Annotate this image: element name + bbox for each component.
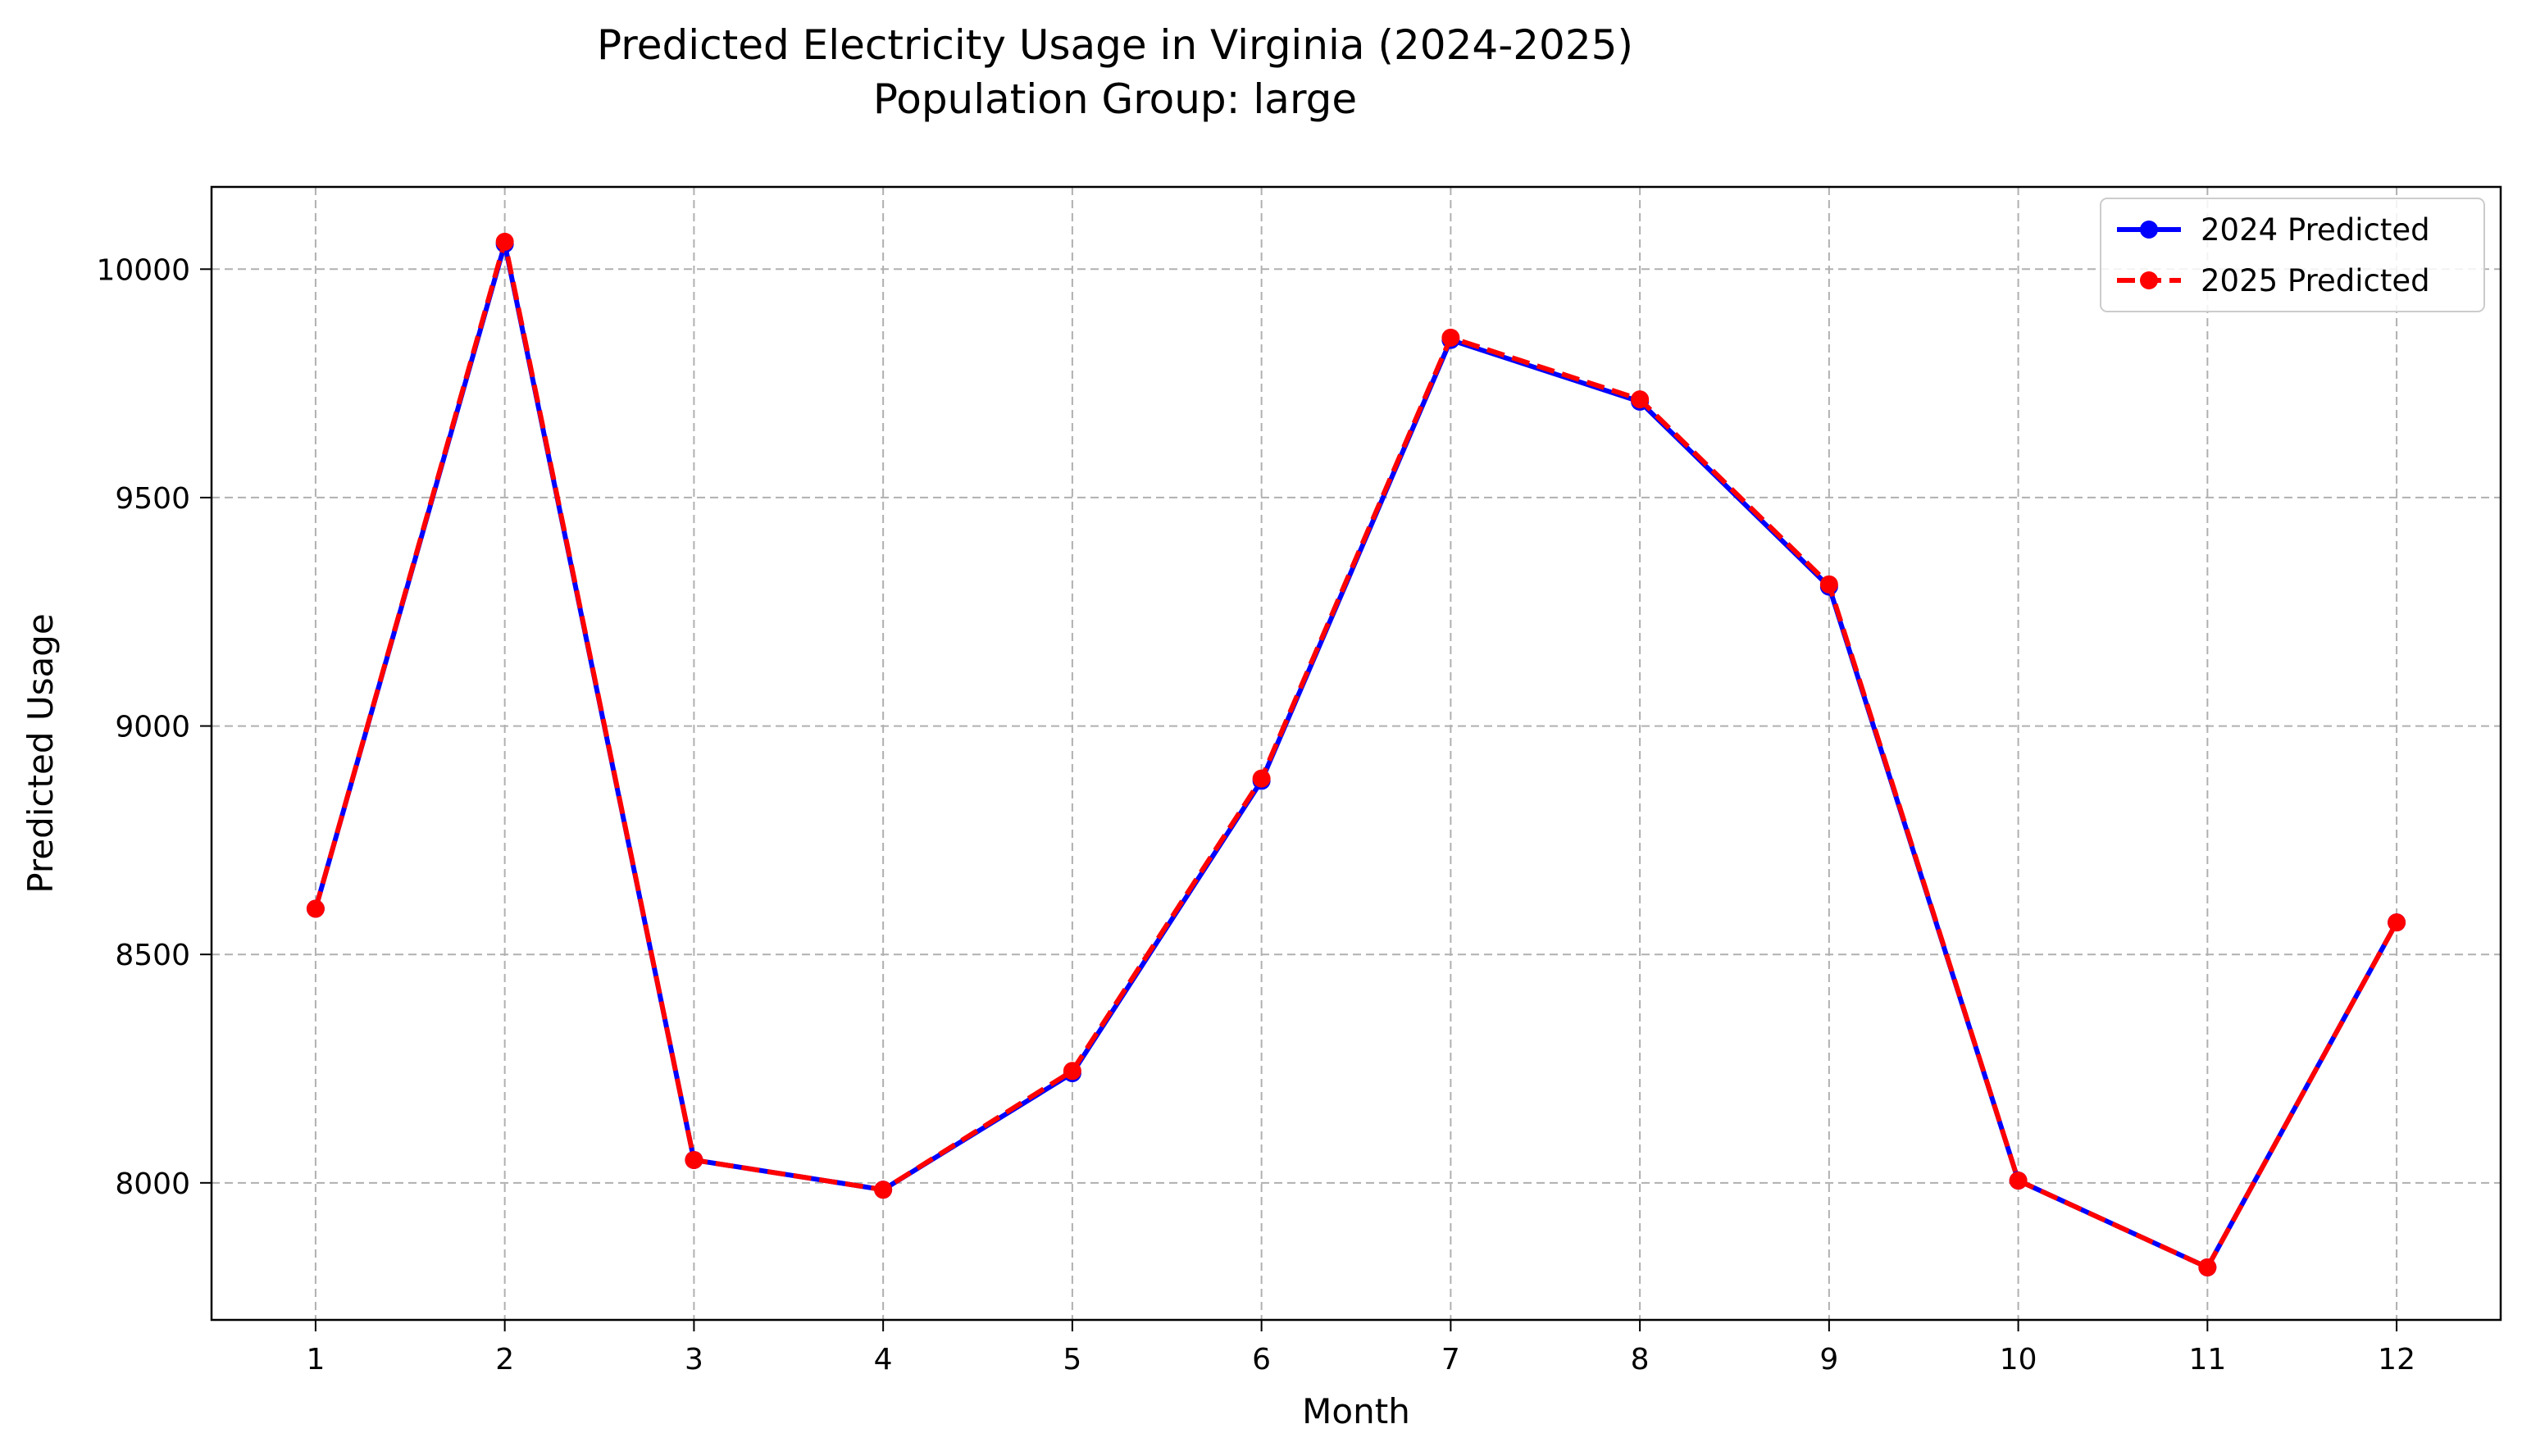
series-line: [313, 239, 2399, 1270]
data-point: [874, 1181, 893, 1199]
legend-entry: 2025 Predicted: [2201, 263, 2430, 298]
x-tick-label: 3: [685, 1343, 703, 1376]
x-tick-label: 11: [2188, 1343, 2226, 1376]
y-tick-label: 10000: [96, 253, 190, 287]
legend-marker: [2140, 221, 2158, 239]
y-axis: 8000 8500 9000 9500 10000: [96, 253, 212, 1201]
x-tick-label: 8: [1631, 1343, 1650, 1376]
y-tick-label: 8500: [115, 939, 190, 972]
x-tick-label: 7: [1441, 1343, 1460, 1376]
x-tick-label: 1: [306, 1343, 325, 1376]
y-tick-label: 9000: [115, 711, 190, 744]
x-tick-label: 2: [495, 1343, 514, 1376]
data-point: [1441, 328, 1460, 347]
chart-title: Predicted Electricity Usage in Virginia …: [597, 21, 1633, 69]
data-point: [2388, 913, 2406, 932]
legend: 2024 Predicted 2025 Predicted: [2100, 198, 2485, 312]
x-tick-label: 5: [1063, 1343, 1081, 1376]
x-tick-label: 9: [1819, 1343, 1838, 1376]
legend-box: [2100, 198, 2485, 312]
data-point: [1252, 769, 1271, 788]
data-point: [2009, 1172, 2028, 1190]
data-point: [2198, 1258, 2217, 1276]
legend-marker: [2140, 271, 2158, 289]
x-axis: 1 2 3 4 5 6 7 8 9 10 11 12: [306, 1320, 2415, 1376]
series-2: [306, 232, 2406, 1276]
data-point: [306, 899, 325, 918]
x-tick-label: 4: [874, 1343, 893, 1376]
data-point: [1819, 575, 1838, 594]
chart-subtitle: Population Group: large: [873, 75, 1357, 123]
x-axis-label: Month: [1302, 1391, 1410, 1431]
y-tick-label: 8000: [115, 1167, 190, 1201]
data-point: [495, 232, 514, 251]
x-tick-label: 10: [2000, 1343, 2037, 1376]
x-tick-label: 6: [1252, 1343, 1271, 1376]
data-point: [685, 1150, 703, 1169]
legend-entry: 2024 Predicted: [2201, 212, 2430, 248]
plot-area: [210, 185, 2502, 1322]
x-tick-label: 12: [2378, 1343, 2415, 1376]
y-axis-label: Predicted Usage: [20, 613, 61, 893]
y-tick-label: 9500: [115, 482, 190, 516]
series-group: [306, 232, 2406, 1276]
data-point: [1631, 390, 1650, 409]
grid: [212, 187, 2501, 1320]
data-point: [1063, 1062, 1081, 1081]
